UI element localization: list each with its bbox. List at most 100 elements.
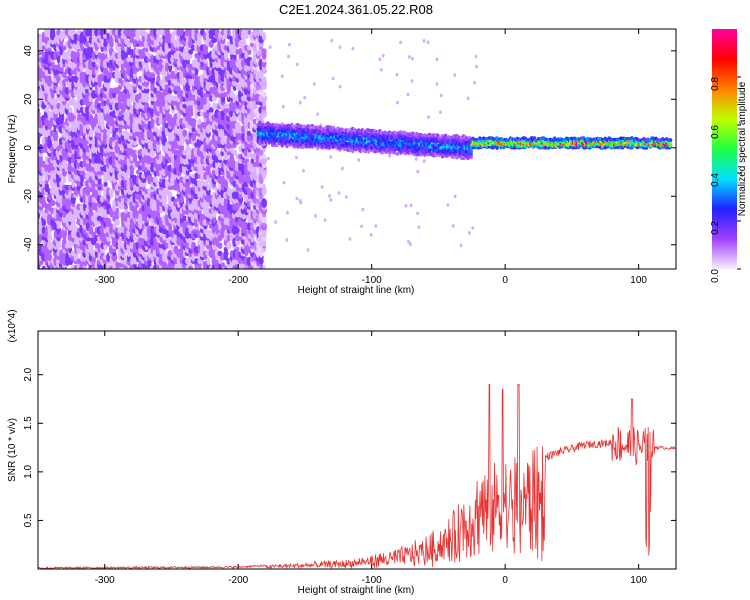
spectrogram-cell [103, 41, 108, 47]
spectrogram-cell [44, 155, 49, 166]
spectrogram-cell [280, 74, 284, 79]
spectrogram-cell [329, 155, 333, 159]
spectrogram-cell [118, 110, 123, 117]
spectrogram-cell [62, 211, 67, 218]
spectrogram-cell [49, 199, 56, 207]
spectrogram-cell [115, 207, 120, 214]
spectrogram-cell [338, 45, 342, 50]
spectrogram-cell [338, 84, 342, 89]
spectrogram-cell [295, 62, 299, 67]
spectrogram-cell [422, 39, 426, 43]
spectrogram-cell [62, 71, 67, 79]
spectrogram-cell [121, 130, 125, 136]
spectrogram-cell [261, 198, 268, 208]
spectrogram-cell [453, 194, 457, 199]
spectrogram-cell [410, 79, 414, 83]
spectrogram-cell [206, 257, 211, 266]
spectrogram-cell [474, 54, 478, 59]
spectrogram-cell [217, 242, 223, 250]
spectrogram-cell [409, 242, 412, 246]
spectrogram-cell [416, 211, 420, 216]
spectrogram-cell [136, 169, 140, 175]
spectrogram-cell [357, 158, 361, 162]
spectrogram-cell [111, 252, 118, 262]
spectrogram-cell [100, 120, 105, 131]
spectrogram-cell [267, 156, 270, 161]
spectrogram-cell [285, 238, 289, 242]
spectrogram-cell [53, 51, 58, 61]
spectrogram-cell [106, 129, 111, 138]
spectrogram-cell [314, 213, 317, 218]
spectrogram-cell [410, 56, 414, 61]
spectrogram-cell [106, 70, 111, 80]
spectrogram-cell [80, 180, 85, 187]
spectrogram-cell [422, 159, 426, 163]
spectrogram-cell [298, 198, 302, 203]
spectrogram-cell [91, 231, 97, 237]
spectrogram-cell [329, 198, 333, 202]
spectrogram-cell [323, 218, 327, 222]
spectrogram-cell [261, 48, 267, 56]
spectrogram-cell [106, 82, 111, 92]
spectrogram-cell [312, 82, 316, 86]
spectrogram-cell [438, 110, 442, 115]
spectrogram-cell [190, 118, 197, 126]
spectrogram-cell [49, 29, 56, 37]
spectrogram-cell [103, 211, 108, 219]
spectrogram-cell [381, 53, 385, 58]
spectrogram-cell [261, 91, 267, 98]
spectrogram-cell [298, 100, 302, 105]
spectrogram-cell [340, 166, 344, 171]
spectrogram-cell [395, 72, 399, 77]
spectrogram-cell [68, 107, 73, 113]
spectrogram-cell [316, 112, 320, 116]
spectrogram-cell [388, 154, 392, 158]
spectrogram-cell [70, 29, 76, 36]
spectrogram-cell [109, 192, 114, 198]
spectrogram-cell [62, 78, 67, 87]
spectrogram-cell [262, 153, 266, 160]
spectrogram-cell [91, 66, 96, 76]
spectrogram-cell [446, 203, 450, 207]
spectrogram-cell [416, 169, 420, 174]
spectrogram-cell [59, 181, 64, 187]
figure-title: C2E1.2024.361.05.22.R08 [279, 2, 433, 17]
spectrogram-cell [44, 202, 49, 211]
spectrogram-cell [294, 155, 298, 160]
spectrogram-cell [439, 93, 443, 98]
spectrogram-cell [331, 76, 335, 81]
spectrogram-cell [330, 38, 334, 43]
spectrogram-cell [70, 230, 76, 239]
spectrogram-cell [408, 55, 411, 59]
spectrogram-cell [114, 218, 120, 227]
spectrogram-cell [320, 185, 324, 189]
spectrogram-cells [38, 29, 673, 269]
spectrogram-cell [303, 95, 306, 100]
spectrogram-cell [97, 52, 102, 60]
spectrogram-cell [295, 196, 299, 201]
spectrogram-cell [374, 224, 378, 228]
spectrogram-cell [351, 46, 355, 51]
spectrogram-cell [459, 243, 463, 248]
spectrogram-cell [80, 176, 84, 183]
spectrogram-cell [226, 241, 232, 250]
spectrogram-cell [471, 226, 475, 230]
spectrogram-cell [435, 57, 439, 62]
spectrogram-cell [115, 140, 120, 150]
spectrogram-cell [395, 100, 399, 105]
spectrogram-cell [404, 203, 408, 208]
spectrogram-cell [108, 188, 115, 195]
spectrogram-cell [281, 104, 285, 109]
spectrogram-cell [109, 71, 114, 79]
spectrogram-cell [344, 195, 348, 199]
spectrogram-cell [50, 60, 55, 67]
spectrogram-cell [47, 75, 52, 83]
spectrogram-cell [261, 31, 267, 41]
spectrogram-cell [288, 42, 291, 47]
spectrogram-cell [378, 57, 382, 62]
spectrogram-cell [47, 253, 53, 262]
spectrogram-cell [76, 157, 82, 164]
spectrogram-cell [426, 40, 430, 45]
spectrogram-cell [44, 107, 49, 113]
